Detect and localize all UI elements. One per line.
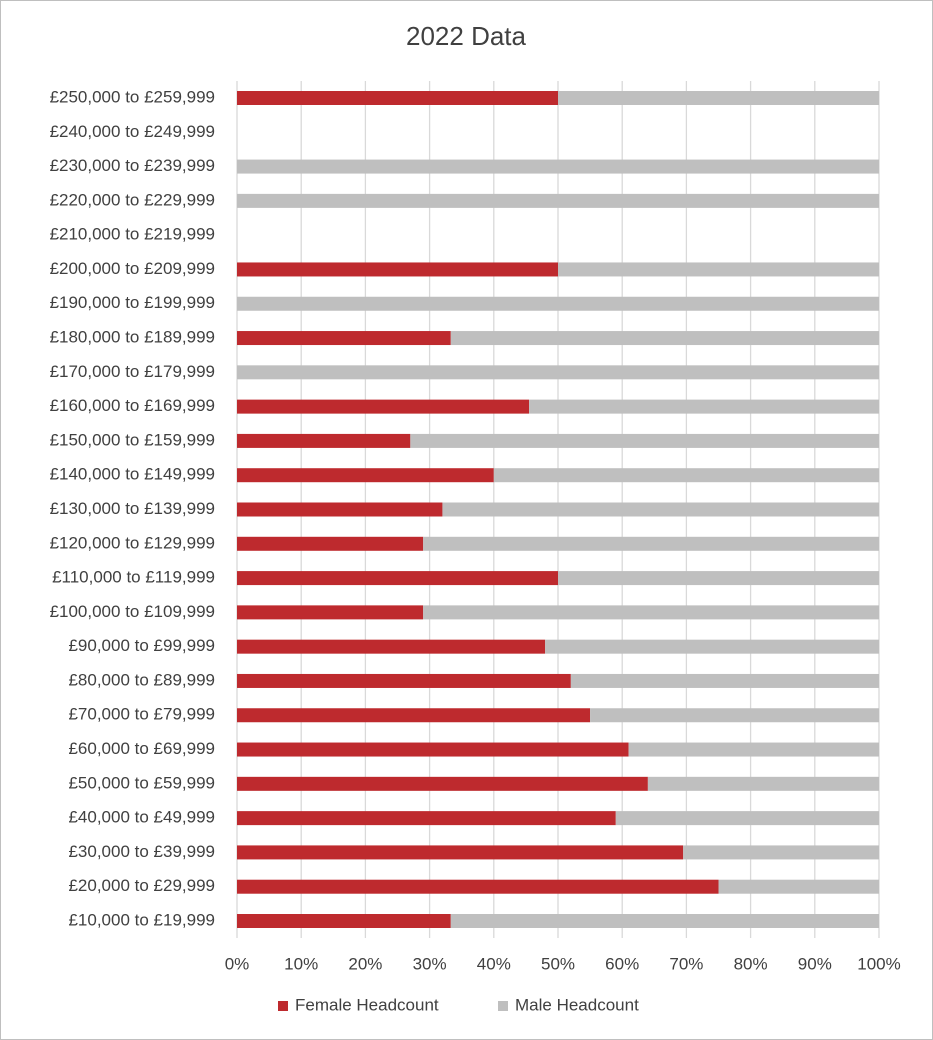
bar-segment — [683, 845, 879, 860]
x-tick-label: 70% — [669, 954, 703, 973]
bar-segment — [558, 91, 879, 105]
y-tick-label: £180,000 to £189,999 — [50, 328, 215, 347]
bar-segment — [237, 605, 424, 620]
bar-segment — [237, 776, 648, 791]
legend-swatch — [498, 1001, 508, 1011]
bar-segment — [237, 502, 443, 517]
bar-segment — [718, 879, 879, 894]
bar-segment — [237, 742, 629, 757]
bar-segment — [423, 536, 879, 551]
y-tick-label: £110,000 to £119,999 — [52, 568, 215, 587]
y-tick-label: £20,000 to £29,999 — [68, 876, 215, 895]
bar-segment — [529, 399, 879, 414]
y-tick-label: £30,000 to £39,999 — [68, 842, 215, 861]
x-tick-label: 80% — [734, 954, 768, 973]
bar-segment — [237, 639, 546, 654]
bar-segment — [237, 296, 879, 311]
bar-segment — [237, 91, 558, 105]
y-tick-label: £120,000 to £129,999 — [50, 533, 215, 552]
bar-segment — [615, 811, 879, 826]
legend-swatch — [278, 1001, 288, 1011]
y-tick-label: £240,000 to £249,999 — [50, 122, 215, 141]
y-tick-label: £40,000 to £49,999 — [68, 808, 215, 827]
y-tick-label: £220,000 to £229,999 — [50, 190, 215, 209]
bar-segment — [237, 811, 616, 826]
bar-segment — [410, 433, 879, 448]
bar-segment — [237, 433, 411, 448]
bar-segment — [237, 845, 684, 860]
bar-segment — [590, 708, 879, 723]
bar-segment — [237, 879, 719, 894]
y-tick-label: £250,000 to £259,999 — [50, 87, 215, 106]
bar-segment — [237, 468, 494, 483]
bar-segment — [237, 262, 558, 277]
bar-segment — [558, 262, 879, 277]
y-tick-label: £170,000 to £179,999 — [50, 362, 215, 381]
bar-segment — [237, 914, 451, 928]
bar-segment — [237, 571, 558, 586]
y-tick-label: £190,000 to £199,999 — [50, 293, 215, 312]
x-tick-label: 50% — [541, 954, 575, 973]
bar-segment — [237, 536, 424, 551]
y-tick-label: £150,000 to £159,999 — [50, 430, 215, 449]
y-tick-label: £230,000 to £239,999 — [50, 156, 215, 175]
bar-segment — [442, 502, 879, 517]
bar-segment — [647, 776, 879, 791]
x-tick-label: 60% — [605, 954, 639, 973]
bar-segment — [628, 742, 879, 757]
bar-segment — [237, 399, 530, 414]
x-tick-label: 0% — [225, 954, 250, 973]
bar-segment — [237, 708, 591, 723]
y-tick-label: £50,000 to £59,999 — [68, 773, 215, 792]
y-tick-label: £130,000 to £139,999 — [50, 499, 215, 518]
y-tick-label: £140,000 to £149,999 — [50, 465, 215, 484]
y-tick-label: £210,000 to £219,999 — [50, 225, 215, 244]
x-tick-label: 30% — [413, 954, 447, 973]
y-tick-label: £80,000 to £89,999 — [68, 670, 215, 689]
bar-segment — [237, 365, 879, 380]
y-tick-label: £160,000 to £169,999 — [50, 396, 215, 415]
y-tick-label: £200,000 to £209,999 — [50, 259, 215, 278]
bar-segment — [570, 673, 879, 688]
bar-segment — [545, 639, 879, 654]
y-tick-label: £60,000 to £69,999 — [68, 739, 215, 758]
bar-segment — [450, 914, 879, 928]
bar-segment — [423, 605, 879, 620]
chart-title: 2022 Data — [406, 21, 527, 51]
x-tick-label: 20% — [348, 954, 382, 973]
y-tick-label: £100,000 to £109,999 — [50, 602, 215, 621]
bar-segment — [237, 193, 879, 208]
bar-segment — [450, 331, 879, 346]
bar-segment — [237, 331, 451, 346]
x-tick-label: 40% — [477, 954, 511, 973]
x-tick-label: 10% — [284, 954, 318, 973]
bar-segment — [558, 571, 879, 586]
x-tick-label: 90% — [798, 954, 832, 973]
legend-label: Female Headcount — [295, 995, 439, 1014]
x-tick-label: 100% — [857, 954, 900, 973]
bar-segment — [237, 673, 571, 688]
legend-label: Male Headcount — [515, 995, 639, 1014]
bar-segment — [493, 468, 879, 483]
y-tick-label: £10,000 to £19,999 — [68, 910, 215, 929]
y-tick-label: £90,000 to £99,999 — [68, 636, 215, 655]
bar-segment — [237, 159, 879, 174]
y-tick-label: £70,000 to £79,999 — [68, 705, 215, 724]
